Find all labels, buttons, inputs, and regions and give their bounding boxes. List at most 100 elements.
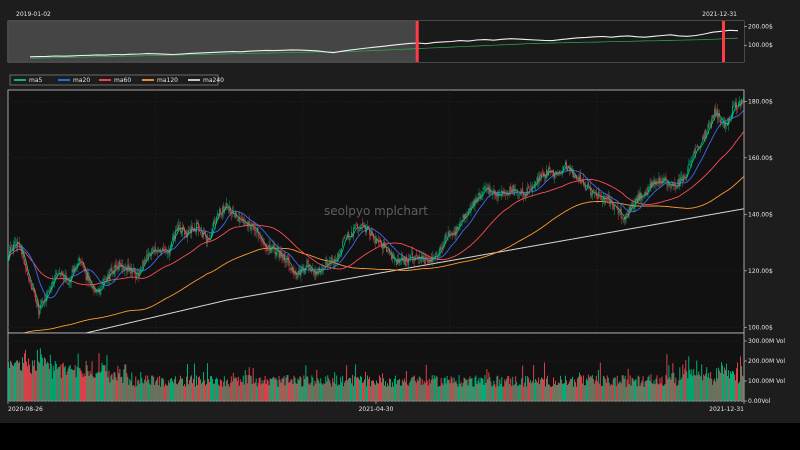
candle <box>65 271 67 284</box>
volume-bar <box>107 377 109 401</box>
candle <box>233 213 235 218</box>
volume-bar <box>655 378 657 401</box>
candle <box>253 221 255 237</box>
volume-bar <box>448 379 450 401</box>
candle <box>279 248 281 261</box>
candle <box>436 251 438 263</box>
x-tick-label: 2020-08-26 <box>8 406 43 413</box>
candle <box>120 263 122 268</box>
price-panel[interactable]: seolpyo mplchart 100.00$120.00$140.00$16… <box>7 89 773 401</box>
candle <box>533 184 534 188</box>
candle <box>99 283 101 298</box>
volume-bar <box>285 377 287 401</box>
candle <box>269 240 271 254</box>
volume-bar <box>670 379 672 401</box>
candle <box>479 192 481 201</box>
volume-bar <box>175 376 177 401</box>
volume-bar <box>73 369 75 401</box>
candle <box>662 177 664 186</box>
volume-bar <box>517 386 519 401</box>
volume-bar <box>561 379 562 401</box>
candle <box>179 221 180 231</box>
candle <box>40 298 42 310</box>
volume-bar <box>152 375 154 401</box>
candle <box>97 286 99 293</box>
volume-bar <box>577 376 579 401</box>
candle <box>294 270 296 276</box>
candle <box>271 246 273 253</box>
candle <box>334 255 336 270</box>
volume-bar <box>251 384 253 401</box>
volume-bar <box>55 363 57 401</box>
candle <box>743 92 744 105</box>
candle <box>188 225 189 236</box>
chart-canvas: 2019-01-02 2021-12-31 100.00$200.00$ ma5… <box>7 11 785 413</box>
candle <box>740 99 741 111</box>
overview-handle-left[interactable] <box>415 21 419 62</box>
volume-bar <box>680 379 682 401</box>
volume-bar <box>470 378 472 401</box>
candle <box>543 170 544 179</box>
volume-bar <box>553 377 554 401</box>
volume-bar <box>498 386 500 401</box>
candle <box>90 282 92 288</box>
volume-bar <box>586 380 588 401</box>
volume-bar <box>432 379 434 401</box>
candle <box>467 209 469 216</box>
candle <box>155 242 157 255</box>
candle <box>321 264 323 275</box>
volume-bar <box>711 378 713 401</box>
volume-bar <box>433 375 435 401</box>
candle <box>611 199 613 211</box>
volume-bar <box>198 377 199 401</box>
candle <box>139 267 141 278</box>
volume-bar <box>65 374 67 401</box>
volume-bar <box>249 375 251 401</box>
candle <box>512 184 514 195</box>
volume-bar <box>76 366 78 401</box>
volume-bar <box>164 386 166 401</box>
volume-bar <box>326 381 328 401</box>
candle <box>640 191 642 204</box>
candle <box>500 193 502 197</box>
volume-bar <box>23 353 25 401</box>
candle <box>140 265 142 273</box>
volume-bar <box>141 377 143 401</box>
candle <box>481 191 483 200</box>
volume-bar <box>134 386 136 401</box>
overview-handle-right[interactable] <box>722 21 725 62</box>
candle <box>668 180 670 188</box>
candle <box>551 169 552 174</box>
candle <box>299 267 301 278</box>
candle <box>672 181 674 187</box>
candle <box>422 251 424 263</box>
price-y-tick-label: 140.00$ <box>748 211 773 218</box>
volume-bar <box>322 384 324 401</box>
candle <box>525 192 527 201</box>
candle <box>659 175 661 189</box>
candle <box>472 200 474 209</box>
candle <box>724 116 725 130</box>
candle <box>708 120 710 135</box>
overview-panel[interactable]: 2019-01-02 2021-12-31 100.00$200.00$ <box>7 11 773 63</box>
volume-bar <box>551 386 552 401</box>
volume-bar <box>205 383 207 401</box>
candle <box>351 226 352 238</box>
volume-bar <box>213 383 215 401</box>
candle <box>450 231 452 236</box>
volume-bar <box>495 386 497 401</box>
candle <box>510 183 512 196</box>
candle <box>127 258 129 275</box>
candle <box>663 173 665 184</box>
legend-label-ma240: ma240 <box>203 77 224 84</box>
candle <box>502 190 504 197</box>
volume-bar <box>690 374 692 401</box>
volume-bar <box>695 375 697 401</box>
volume-bar <box>274 379 276 401</box>
volume-bar <box>696 360 698 401</box>
candle <box>520 187 522 196</box>
volume-bar <box>271 378 273 401</box>
volume-bar <box>659 378 661 401</box>
candle <box>87 268 89 288</box>
